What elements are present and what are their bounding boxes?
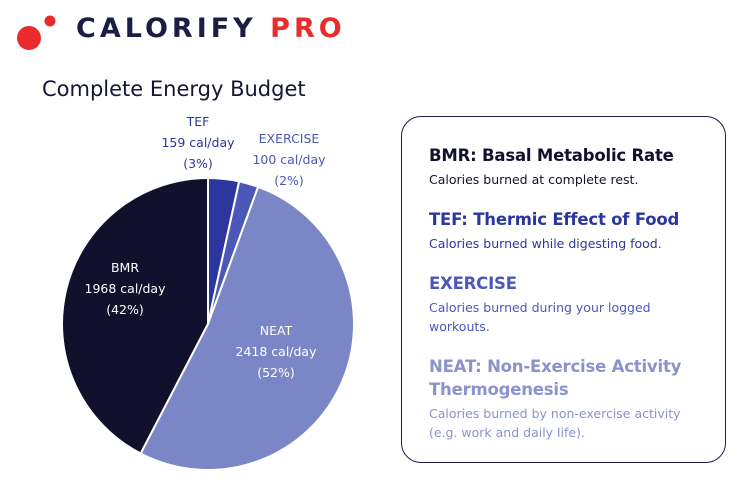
- legend-item-neat: NEAT: Non-Exercise Activity Thermogenesi…: [429, 355, 707, 442]
- slice-label-tef: TEF: [186, 114, 210, 129]
- slice-percent-bmr: (42%): [106, 302, 144, 317]
- chart-title: Complete Energy Budget: [42, 77, 306, 101]
- legend-item-tef: TEF: Thermic Effect of Food Calories bur…: [429, 208, 707, 253]
- legend-panel: BMR: Basal Metabolic Rate Calories burne…: [401, 116, 726, 463]
- slice-percent-tef: (3%): [183, 156, 213, 171]
- brand-name-main: CALORIFY: [76, 13, 257, 44]
- slice-value-bmr: 1968 cal/day: [85, 281, 167, 296]
- legend-description: Calories burned during your logged worko…: [429, 300, 651, 334]
- slice-value-neat: 2418 cal/day: [236, 344, 318, 359]
- legend-heading: BMR: Basal Metabolic Rate: [429, 146, 674, 165]
- slice-percent-neat: (52%): [257, 365, 295, 380]
- slice-label-neat: NEAT: [260, 323, 293, 338]
- slice-percent-exercise: (2%): [274, 173, 304, 188]
- slice-label-exercise: EXERCISE: [259, 131, 320, 146]
- legend-description: Calories burned by non-exercise activity…: [429, 406, 681, 440]
- slice-value-tef: 159 cal/day: [161, 135, 235, 150]
- legend-item-exercise: EXERCISE Calories burned during your log…: [429, 272, 707, 336]
- legend-description: Calories burned at complete rest.: [429, 172, 639, 187]
- slice-label-bmr: BMR: [111, 260, 139, 275]
- legend-description: Calories burned while digesting food.: [429, 236, 662, 251]
- brand-logo-icon: [17, 15, 56, 50]
- legend-heading: TEF: Thermic Effect of Food: [429, 210, 680, 229]
- legend-heading: EXERCISE: [429, 274, 517, 293]
- slice-neat: [139, 185, 355, 472]
- legend-item-bmr: BMR: Basal Metabolic Rate Calories burne…: [429, 144, 707, 189]
- energy-pie-chart: BMR 1968 cal/day (42%) TEF 159 cal/day (3%) EX…: [61, 114, 355, 472]
- slice-bmr: [61, 176, 209, 455]
- brand-name: CALORIFY PRO: [76, 13, 346, 44]
- legend-heading: NEAT: Non-Exercise Activity Thermogenesi…: [429, 357, 682, 399]
- brand-name-accent: PRO: [270, 13, 346, 44]
- slice-value-exercise: 100 cal/day: [252, 152, 326, 167]
